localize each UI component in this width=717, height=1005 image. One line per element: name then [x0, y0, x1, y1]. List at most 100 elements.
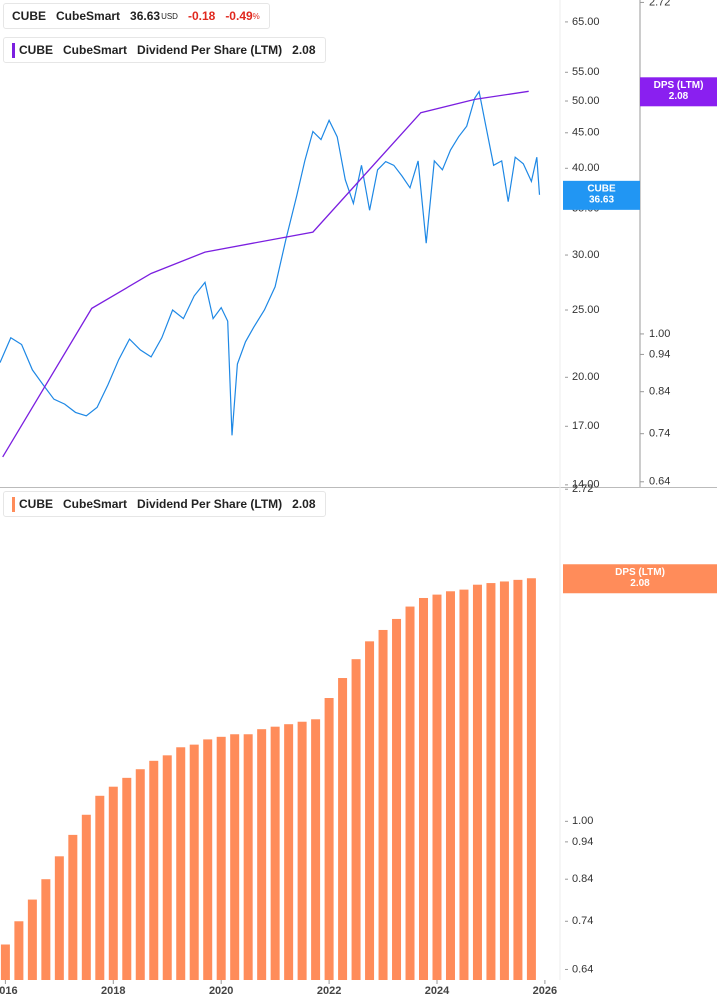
bar: [419, 597, 429, 980]
y-tick-label: 1.00: [572, 815, 593, 827]
y2-tick-label: 0.94: [649, 348, 670, 360]
bar: [122, 777, 132, 980]
bar: [432, 594, 442, 980]
bar: [230, 734, 240, 980]
legend-value: 2.08: [292, 497, 316, 511]
bar: [189, 744, 199, 980]
legend-value: 2.08: [292, 43, 316, 57]
bar: [324, 698, 334, 980]
legend-symbol: CUBE: [19, 497, 54, 511]
bar: [311, 719, 321, 980]
bar: [526, 578, 536, 980]
bar: [216, 736, 226, 980]
y2-tick-label: 0.74: [649, 428, 670, 440]
y-tick-label: 55.00: [572, 66, 600, 78]
bar: [445, 591, 455, 980]
legend-price: 36.63: [130, 9, 161, 23]
x-tick-label: 2022: [317, 985, 341, 997]
value-badge: [563, 564, 717, 594]
bar: [459, 589, 469, 980]
bar: [378, 629, 388, 980]
value-badge: [640, 77, 717, 107]
legend-marker: [12, 42, 15, 58]
bar: [405, 606, 415, 980]
series-line: [0, 89, 541, 436]
y-tick-label: 0.74: [572, 915, 593, 927]
bar: [203, 739, 213, 980]
legend-marker: [12, 496, 15, 512]
bar: [0, 944, 10, 980]
y-tick-label: 14.00: [572, 479, 600, 491]
bar: [54, 856, 64, 980]
x-tick-label: 2024: [425, 985, 450, 997]
y2-tick-label: 1.00: [649, 328, 670, 340]
bar: [135, 769, 145, 980]
legend-currency: USD: [161, 11, 178, 21]
bar: [284, 724, 294, 980]
bar: [243, 734, 253, 980]
bar: [499, 581, 509, 980]
legend-change: -0.18: [187, 9, 216, 23]
y-tick-label: 0.64: [572, 963, 593, 975]
bar: [108, 786, 118, 980]
y-tick-label: 17.00: [572, 420, 600, 432]
y-tick-label: 2.72: [572, 483, 593, 495]
bar: [351, 659, 361, 980]
bar: [297, 721, 307, 980]
dps-bar-legend: CUBE CubeSmart Dividend Per Share (LTM) …: [3, 491, 326, 517]
price-legend: CUBE CubeSmart 36.63 USD -0.18 -0.49 %: [3, 3, 270, 29]
x-tick-label: 2020: [209, 985, 233, 997]
y-tick-label: 45.00: [572, 127, 600, 139]
bar: [270, 726, 280, 980]
bar: [486, 583, 496, 980]
bar: [14, 921, 24, 980]
bar: [68, 834, 78, 980]
legend-pct-sign: %: [252, 11, 260, 21]
legend-company: CubeSmart: [56, 9, 121, 23]
y-tick-label: 30.00: [572, 249, 600, 261]
legend-symbol: CUBE: [19, 43, 54, 57]
badge-value: 36.63: [589, 194, 614, 205]
x-tick-label: 2018: [101, 985, 125, 997]
bar: [149, 760, 159, 980]
y-tick-label: 20.00: [572, 371, 600, 383]
bar: [162, 755, 172, 980]
legend-company: CubeSmart: [63, 43, 128, 57]
badge-value: 2.08: [630, 578, 650, 589]
y-tick-label: 0.84: [572, 873, 593, 885]
y-tick-label: 50.00: [572, 95, 600, 107]
y2-tick-label: 0.84: [649, 386, 670, 398]
y2-tick-label: 2.72: [649, 0, 670, 8]
y-tick-label: 0.94: [572, 836, 593, 848]
y-tick-label: 40.00: [572, 162, 600, 174]
panel: 14.0017.0020.0025.0030.0035.0040.0045.00…: [0, 0, 670, 491]
bar: [176, 747, 186, 980]
bar: [81, 814, 91, 980]
value-badge: [563, 180, 640, 210]
legend-metric: Dividend Per Share (LTM): [137, 497, 283, 511]
legend-symbol: CUBE: [12, 9, 47, 23]
y-tick-label: 25.00: [572, 304, 600, 316]
bar: [513, 579, 523, 980]
bar: [338, 678, 348, 980]
bar: [257, 729, 267, 980]
bar: [392, 618, 402, 980]
bar: [27, 899, 37, 980]
legend-change-pct: -0.49: [225, 9, 253, 23]
legend-company: CubeSmart: [63, 497, 128, 511]
bar: [472, 584, 482, 980]
y2-tick-label: 0.64: [649, 476, 670, 488]
y-tick-label: 65.00: [572, 16, 600, 28]
badge-label: CUBE: [587, 183, 616, 194]
bar: [95, 795, 105, 980]
bar: [41, 879, 51, 980]
badge-label: DPS (LTM): [654, 80, 704, 91]
badge-value: 2.08: [669, 91, 689, 102]
legend-metric: Dividend Per Share (LTM): [137, 43, 283, 57]
dps-legend: CUBE CubeSmart Dividend Per Share (LTM) …: [3, 37, 326, 63]
x-tick-label: 2026: [533, 985, 557, 997]
